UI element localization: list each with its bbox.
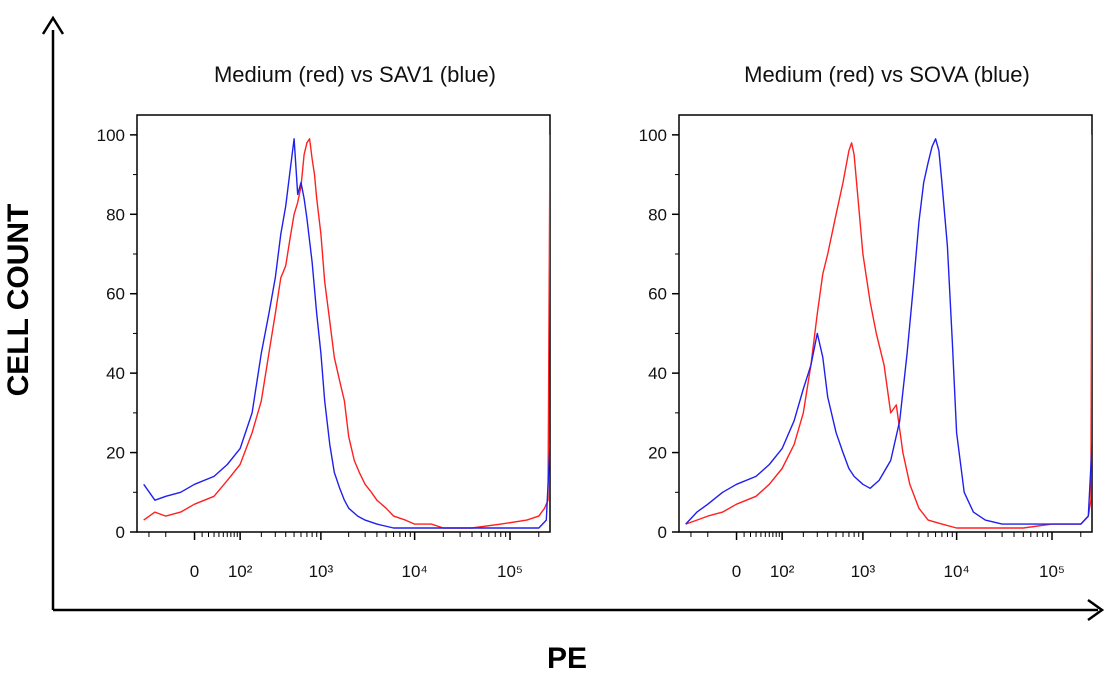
x-tick-label: 10⁵ [1039, 562, 1065, 581]
y-tick-label: 20 [648, 444, 667, 463]
axis-ticks: 0 20 40 60 80 100 0 10² 10³ 10⁴ 10⁵ [639, 126, 1082, 581]
x-tick-label: 10² [228, 562, 253, 581]
panel-sova: Medium (red) vs SOVA (blue) 0 20 40 60 80 100… [639, 62, 1093, 581]
y-tick-label: 0 [658, 523, 667, 542]
y-tick-label: 40 [106, 364, 125, 383]
x-tick-label: 0 [190, 562, 199, 581]
x-tick-label: 10⁴ [402, 562, 428, 581]
x-tick-label: 10³ [851, 562, 876, 581]
series-group [685, 134, 1092, 529]
axis-ticks: 0 20 40 60 80 100 0 10² 10³ 10⁴ 10⁵ [97, 126, 540, 581]
y-tick-label: 0 [116, 523, 125, 542]
panel-title: Medium (red) vs SOVA (blue) [744, 62, 1030, 87]
x-axis-title: PE [547, 642, 587, 675]
series-group [143, 134, 550, 529]
x-tick-label: 10² [770, 562, 795, 581]
series-line-medium [685, 134, 1092, 529]
y-tick-label: 100 [639, 126, 667, 145]
series-line-sova [685, 138, 1092, 525]
series-line-medium [143, 134, 550, 529]
series-line-sav1 [143, 138, 550, 529]
x-tick-label: 10⁴ [944, 562, 970, 581]
x-tick-label: 0 [732, 562, 741, 581]
panel-title: Medium (red) vs SAV1 (blue) [214, 62, 496, 87]
x-tick-label: 10⁵ [497, 562, 523, 581]
y-tick-label: 80 [648, 205, 667, 224]
y-tick-label: 20 [106, 444, 125, 463]
y-tick-label: 40 [648, 364, 667, 383]
plot-frame [136, 114, 551, 533]
big-x-axis-arrowhead [1087, 598, 1105, 622]
y-tick-label: 60 [106, 285, 125, 304]
y-tick-label: 60 [648, 285, 667, 304]
big-y-axis-arrowhead [41, 15, 65, 35]
y-axis-title: CELL COUNT [2, 204, 35, 397]
x-tick-label: 10³ [309, 562, 334, 581]
y-tick-label: 80 [106, 205, 125, 224]
panel-sav1: Medium (red) vs SAV1 (blue) 0 20 40 60 80 100… [97, 62, 551, 581]
y-tick-label: 100 [97, 126, 125, 145]
